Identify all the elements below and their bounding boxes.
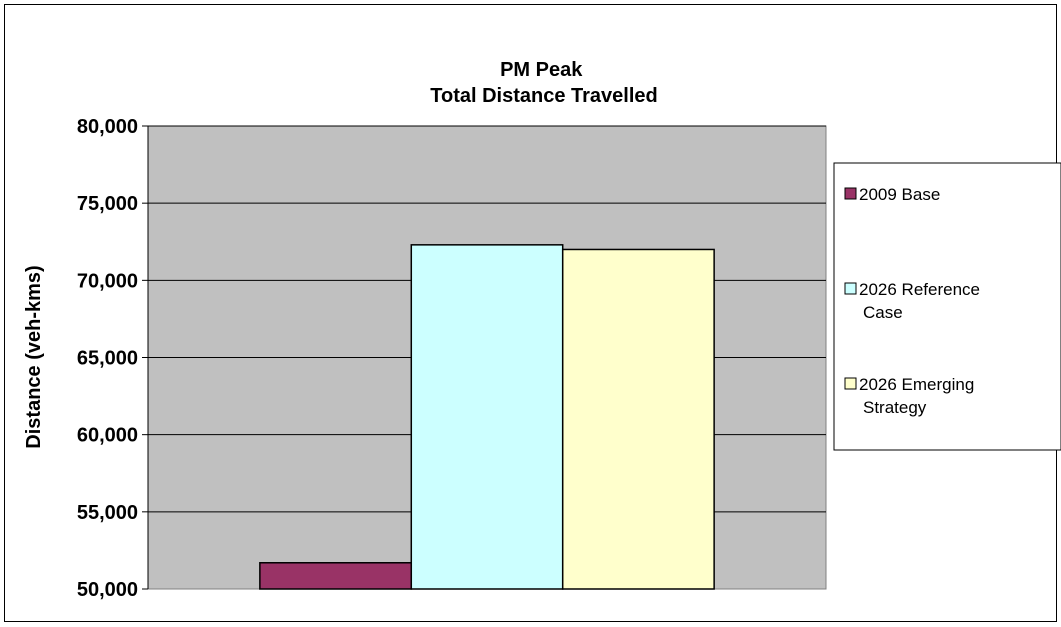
legend-swatch (844, 377, 857, 390)
y-tick-label: 80,000 (77, 116, 138, 138)
legend-label-line: 2026 Emerging (859, 375, 974, 394)
legend-label-line: 2026 Reference (859, 280, 980, 299)
legend-label-line: 2009 Base (859, 185, 940, 204)
legend-label: 2026 Emerging Strategy (859, 375, 974, 417)
bar-2026-emerging-strategy (561, 248, 715, 590)
legend-swatch (844, 282, 857, 295)
y-axis: 50,000 55,000 60,000 65,000 70,000 75,000 80,0… (77, 116, 149, 601)
y-tick-label: 70,000 (77, 270, 138, 292)
legend-label: 2009 Base (859, 185, 940, 204)
bar-2026-reference-case (410, 244, 564, 590)
chart-title: PM Peak Total Distance Travelled (430, 59, 658, 107)
y-tick-label: 75,000 (77, 193, 138, 215)
legend (833, 162, 1061, 451)
legend-items: 2009 Base 2026 Reference Case 2026 Emerging… (844, 185, 980, 417)
legend-label-line: Strategy (863, 398, 927, 417)
y-tick-label: 65,000 (77, 348, 138, 370)
chart-subtitle-line: Total Distance Travelled (430, 85, 658, 107)
bars (259, 244, 715, 590)
legend-label: 2026 Reference Case (859, 280, 980, 322)
y-tick-label: 60,000 (77, 425, 138, 447)
bar-2009-base (259, 562, 413, 590)
y-axis-title: Distance (veh-kms) (23, 265, 45, 448)
legend-label-line: Case (863, 303, 903, 322)
y-tick-label: 55,000 (77, 502, 138, 524)
legend-swatch (844, 187, 857, 200)
chart-title-line: PM Peak (500, 59, 583, 81)
y-tick-label: 50,000 (77, 579, 138, 601)
